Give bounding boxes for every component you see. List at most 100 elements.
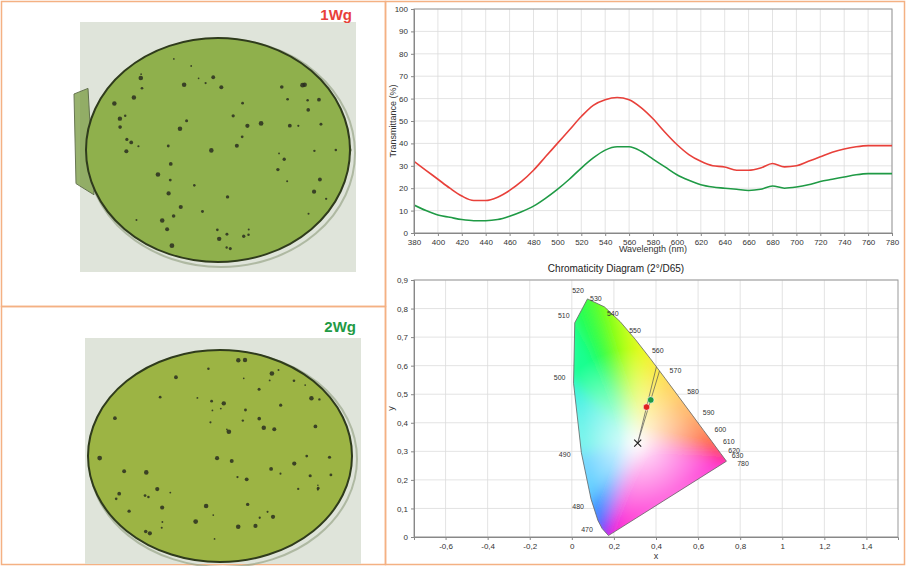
sample-speck	[236, 358, 240, 362]
sample-speck	[169, 492, 171, 494]
sample-speck	[210, 400, 213, 403]
sample-speck	[246, 503, 249, 506]
sample-speck	[204, 504, 209, 509]
sample-speck	[113, 416, 117, 420]
tick: 720	[814, 233, 828, 247]
sample-photo	[74, 22, 356, 272]
sample-speck	[215, 456, 219, 460]
grid-line	[571, 280, 572, 537]
tick-mark	[629, 233, 630, 236]
sample-speck	[236, 476, 238, 478]
sample-speck	[300, 83, 305, 88]
sample-speck	[314, 425, 318, 429]
tick: 540	[599, 233, 613, 247]
tick-label: 380	[408, 238, 422, 247]
sample-speck	[319, 123, 322, 126]
sample-speck	[148, 531, 152, 535]
sample-speck	[159, 396, 162, 399]
tick-mark	[411, 233, 414, 234]
grid-line	[740, 280, 741, 537]
sample-speck	[236, 524, 241, 529]
tick: 0	[570, 537, 575, 551]
sample-speck	[280, 85, 284, 89]
tick-mark	[411, 9, 414, 10]
tick-label: 0,1	[397, 505, 409, 514]
dominant-wavelength-line	[638, 367, 657, 443]
sample-point	[643, 404, 650, 411]
wavelength-label: 600	[715, 426, 727, 433]
tick-label: 0,2	[397, 476, 409, 485]
sample-speck	[235, 144, 239, 148]
tick: 0,9	[397, 276, 414, 285]
spectrum-line	[414, 147, 892, 221]
sample-speck	[304, 384, 306, 386]
wavelength-label: 480	[572, 503, 584, 510]
grid-line	[414, 308, 898, 309]
wavelength-label: 630	[732, 452, 744, 459]
tick-label: 80	[399, 50, 408, 59]
tick: 0,6	[693, 537, 705, 551]
tick: 420	[456, 233, 470, 247]
plot-marks	[414, 280, 898, 537]
axis: -0,6-0,4-0,200,20,40,60,811,21,4	[415, 537, 899, 551]
wavelength-label: 610	[723, 438, 735, 445]
tick-label: 0,8	[397, 305, 409, 314]
sample-speck	[308, 213, 310, 215]
sample-speck	[309, 474, 312, 477]
grid-line	[782, 280, 783, 537]
tick-mark	[868, 233, 869, 236]
spectrum-chart: 3804004204404604805005205405605806006206…	[388, 5, 900, 254]
sample-speck	[185, 119, 188, 122]
sample-speck	[144, 494, 147, 497]
sample-speck	[117, 492, 121, 496]
tick-label: 500	[551, 238, 565, 247]
x-axis-title: Wavelength (nm)	[619, 244, 687, 254]
tick-mark	[411, 394, 414, 395]
photo-background	[85, 338, 361, 564]
tick-mark	[824, 537, 825, 540]
tick: 80	[399, 50, 414, 59]
tick: 440	[480, 233, 494, 247]
tick: 640	[719, 233, 733, 247]
sample-speck	[212, 410, 214, 412]
tick-label: 0,4	[651, 542, 663, 551]
sample-speck	[293, 379, 296, 382]
tick: 500	[551, 233, 565, 247]
tick-mark	[677, 233, 678, 236]
tick-mark	[488, 537, 489, 540]
tick-mark	[557, 233, 558, 236]
sample-speck	[182, 83, 187, 88]
tick-mark	[411, 143, 414, 144]
tick-label: 520	[575, 238, 589, 247]
sample-speck	[172, 214, 176, 218]
sample-speck	[257, 417, 261, 421]
tick: 760	[862, 233, 876, 247]
sample-speck	[317, 98, 321, 102]
photo-background	[80, 22, 356, 272]
tick-label: 460	[503, 238, 517, 247]
sample-speck	[317, 487, 320, 490]
sample-speck	[156, 172, 161, 177]
tick-mark	[605, 233, 606, 236]
sample-speck	[217, 237, 221, 241]
sample-speck	[193, 184, 196, 187]
sample-speck	[272, 427, 276, 431]
sample-speck	[241, 102, 244, 105]
grid-line	[414, 165, 892, 166]
tick-label: 780	[886, 238, 900, 247]
grid-line	[414, 53, 892, 54]
sample-label: 1Wg	[320, 6, 352, 23]
sample-speck	[243, 378, 245, 380]
sample-speck	[125, 138, 128, 141]
sample-speck	[279, 473, 281, 475]
wavelength-label: 470	[581, 526, 593, 533]
sample-speck	[155, 487, 159, 491]
tick-label: 540	[599, 238, 613, 247]
sample-speck	[214, 538, 216, 540]
sample-speck	[161, 527, 163, 529]
tick-label: 0,6	[693, 542, 705, 551]
sample-speck	[278, 369, 280, 371]
tick-mark	[820, 233, 821, 236]
grid-line	[529, 280, 530, 537]
cells	[2, 2, 905, 565]
